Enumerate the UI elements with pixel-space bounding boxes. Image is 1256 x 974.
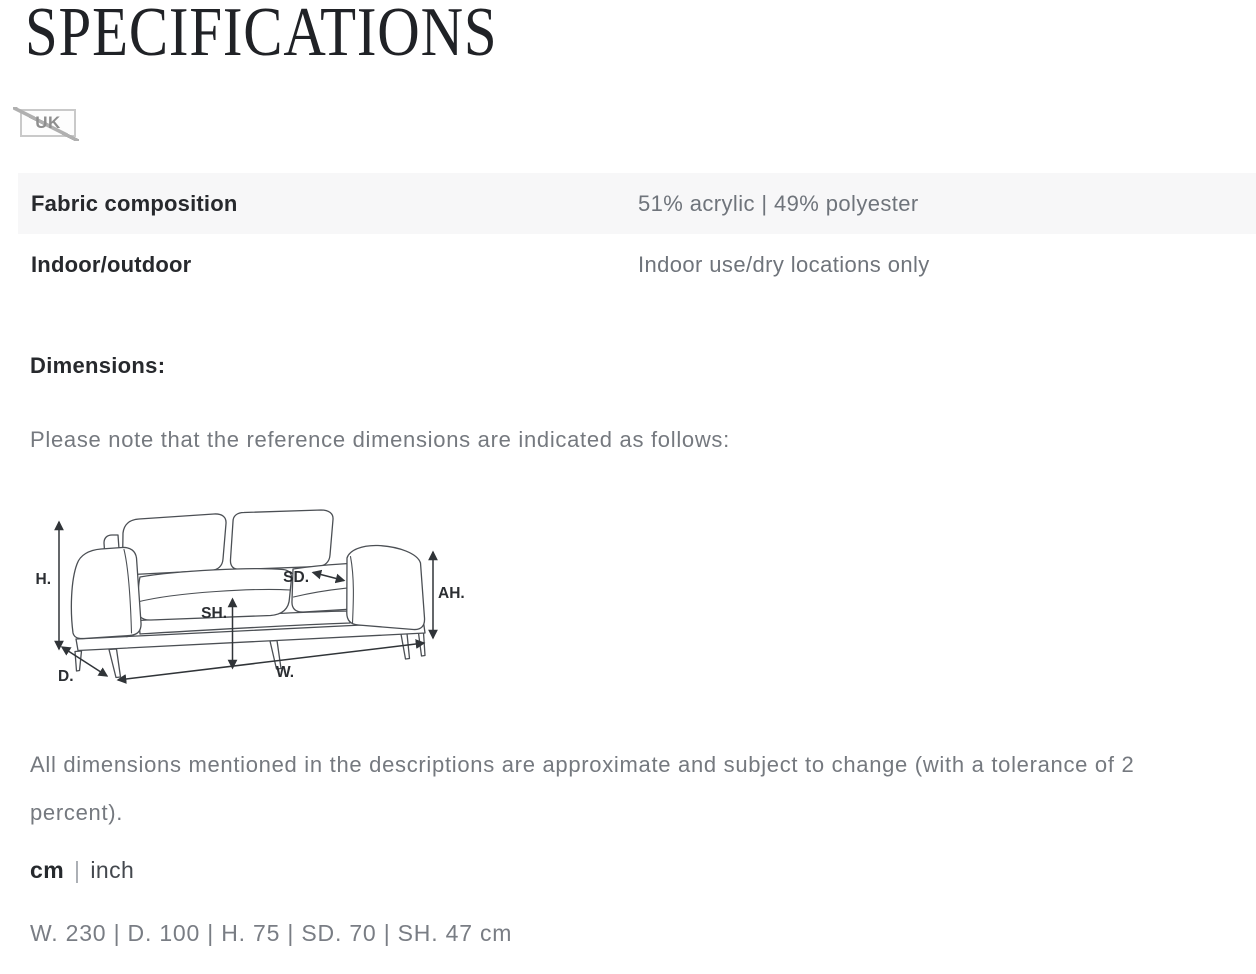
uk-badge-label: UK (35, 113, 61, 132)
measurements-cm-line: W. 230 | D. 100 | H. 75 | SD. 70 | SH. 4… (30, 920, 513, 946)
dimensions-intro-text: Please note that the reference dimension… (30, 427, 730, 452)
depth-arrow (60, 646, 109, 677)
sofa-back-pillow-right (229, 509, 334, 571)
page-title: SPECIFICATIONS (25, 0, 498, 71)
depth-label: D. (58, 668, 74, 685)
arm-height-label: AH. (438, 585, 465, 602)
unit-separator: | (74, 857, 81, 883)
row-value: 51% acrylic | 49% polyester (638, 190, 919, 216)
width-arrow (116, 639, 426, 684)
sofa-arm-left (70, 546, 142, 640)
height-label: H. (36, 571, 52, 588)
width-label: W. (276, 664, 294, 681)
unit-inch: inch (90, 857, 135, 883)
broken-image-slash-icon (13, 107, 79, 141)
unit-cm: cm (30, 857, 65, 883)
sofa-line-drawing: H. D. SH. SD. AH. W. (36, 509, 465, 685)
seat-depth-label: SD. (283, 569, 309, 586)
row-label: Indoor/outdoor (31, 251, 192, 277)
dimensions-disclaimer: All dimensions mentioned in the descript… (30, 752, 1135, 825)
sofa-arm-right (346, 544, 426, 631)
seat-depth-arrow (311, 569, 346, 584)
table-row-indoor-outdoor: Indoor/outdoor Indoor use/dry locations … (18, 234, 1256, 295)
units-line: cm | inch (30, 857, 134, 884)
table-row-fabric-composition: Fabric composition 51% acrylic | 49% pol… (18, 173, 1256, 234)
specification-table: Fabric composition 51% acrylic | 49% pol… (18, 173, 1256, 295)
seat-height-label: SH. (201, 605, 227, 622)
row-label: Fabric composition (31, 190, 238, 216)
sofa-back-pillow-left (121, 513, 227, 576)
dimensions-heading: Dimensions: (30, 353, 166, 378)
row-value: Indoor use/dry locations only (638, 251, 930, 277)
sofa-dimension-diagram: H. D. SH. SD. AH. W. (27, 492, 477, 698)
uk-broken-image-badge: UK (13, 107, 79, 141)
